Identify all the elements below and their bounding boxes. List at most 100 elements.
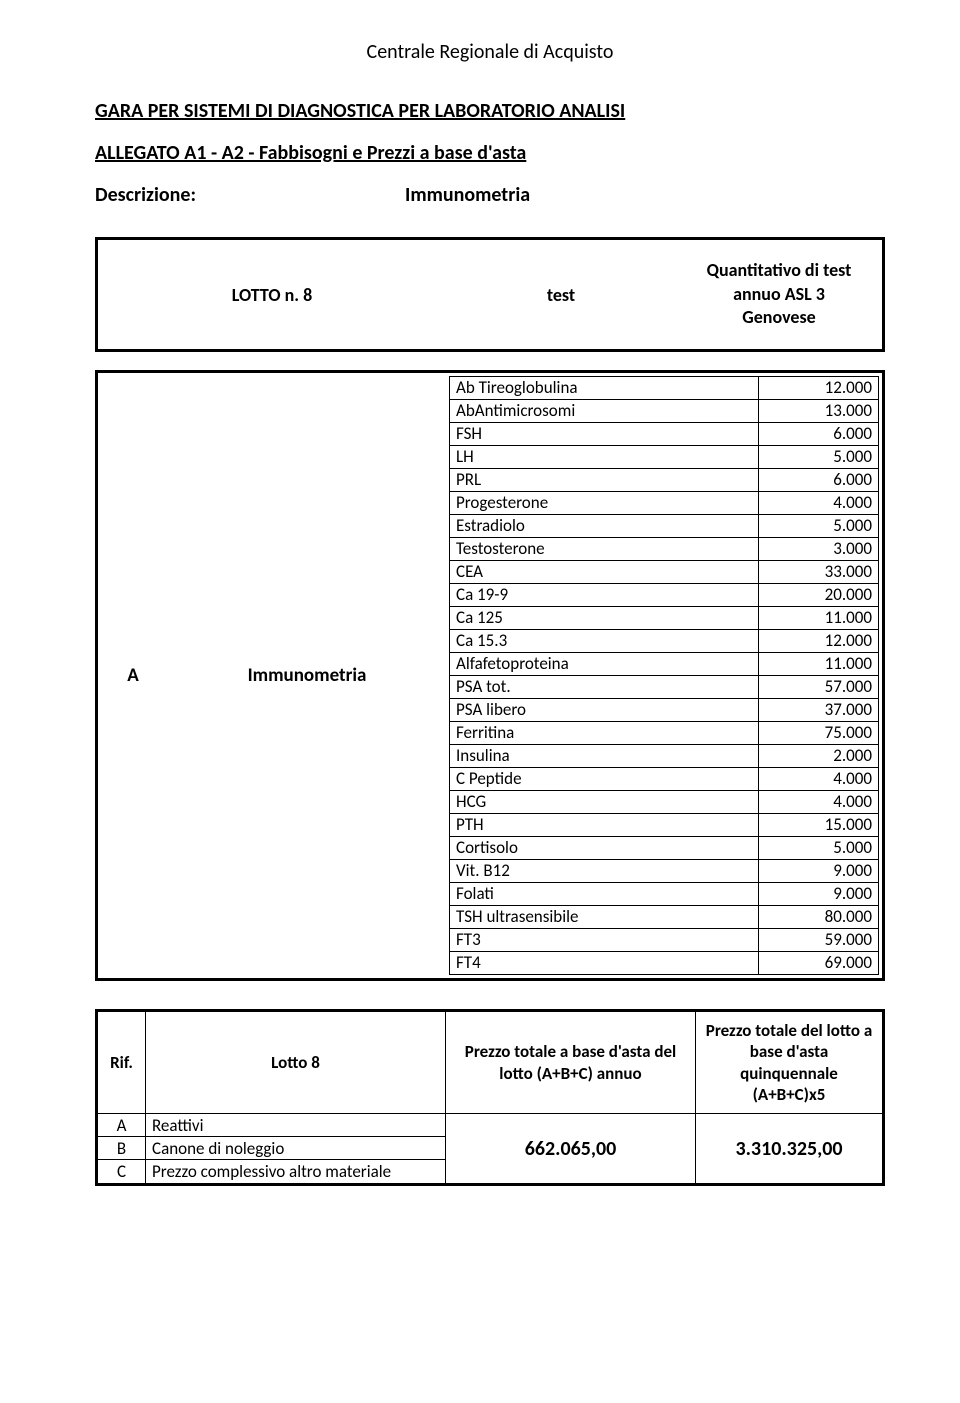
lotto-mid: test — [446, 284, 676, 306]
table-row: FSH6.000 — [450, 423, 879, 446]
description-row: Descrizione: Immunometria — [95, 183, 885, 207]
test-name: HCG — [450, 791, 759, 814]
test-name: Folati — [450, 883, 759, 906]
summary-head-prezzo-quinq: Prezzo totale del lotto a base d'asta qu… — [696, 1012, 882, 1114]
test-name: PRL — [450, 469, 759, 492]
test-value: 15.000 — [759, 814, 879, 837]
description-label: Descrizione: — [95, 183, 405, 207]
table-row: Ferritina75.000 — [450, 722, 879, 745]
table-row: Ab Tireoglobulina12.000 — [450, 377, 879, 400]
summary-head-prezzo-annuo: Prezzo totale a base d'asta del lotto (A… — [446, 1012, 696, 1114]
table-row: Insulina2.000 — [450, 745, 879, 768]
summary-row: CPrezzo complessivo altro materiale — [98, 1160, 446, 1183]
main-data-block: A Immunometria Ab Tireoglobulina12.000Ab… — [95, 370, 885, 981]
summary-head-rif: Rif. — [98, 1012, 146, 1114]
test-value: 3.000 — [759, 538, 879, 561]
lotto-right: Quantitativo di test annuo ASL 3 Genoves… — [676, 259, 882, 329]
test-name: PSA tot. — [450, 676, 759, 699]
table-row: C Peptide4.000 — [450, 768, 879, 791]
table-row: LH5.000 — [450, 446, 879, 469]
main-title: GARA PER SISTEMI DI DIAGNOSTICA PER LABO… — [95, 99, 885, 123]
summary-item-label: Canone di noleggio — [146, 1137, 446, 1160]
summary-item-code: C — [98, 1160, 146, 1183]
table-row: Ca 12511.000 — [450, 607, 879, 630]
data-table: Ab Tireoglobulina12.000AbAntimicrosomi13… — [449, 376, 879, 975]
test-value: 9.000 — [759, 860, 879, 883]
test-name: PSA libero — [450, 699, 759, 722]
test-name: FT4 — [450, 952, 759, 975]
test-name: Ferritina — [450, 722, 759, 745]
test-value: 33.000 — [759, 561, 879, 584]
test-value: 4.000 — [759, 768, 879, 791]
summary-block: Rif. Lotto 8 Prezzo totale a base d'asta… — [95, 1009, 885, 1186]
summary-head-lotto: Lotto 8 — [146, 1012, 446, 1114]
table-row: FT469.000 — [450, 952, 879, 975]
table-row: TSH ultrasensibile80.000 — [450, 906, 879, 929]
table-row: Vit. B129.000 — [450, 860, 879, 883]
test-name: LH — [450, 446, 759, 469]
table-row: FT359.000 — [450, 929, 879, 952]
test-value: 4.000 — [759, 492, 879, 515]
test-value: 80.000 — [759, 906, 879, 929]
lotto-header-box: LOTTO n. 8 test Quantitativo di test ann… — [95, 237, 885, 352]
test-name: FSH — [450, 423, 759, 446]
test-name: AbAntimicrosomi — [450, 400, 759, 423]
test-name: Alfafetoproteina — [450, 653, 759, 676]
table-row: Progesterone4.000 — [450, 492, 879, 515]
test-name: Insulina — [450, 745, 759, 768]
test-value: 4.000 — [759, 791, 879, 814]
test-value: 5.000 — [759, 515, 879, 538]
test-value: 6.000 — [759, 469, 879, 492]
table-row: PTH15.000 — [450, 814, 879, 837]
org-heading: Centrale Regionale di Acquisto — [95, 40, 885, 64]
test-value: 13.000 — [759, 400, 879, 423]
test-name: TSH ultrasensibile — [450, 906, 759, 929]
section-label: Immunometria — [168, 373, 446, 978]
table-row: Estradiolo5.000 — [450, 515, 879, 538]
summary-items: AReattiviBCanone di noleggioCPrezzo comp… — [98, 1114, 446, 1183]
test-value: 69.000 — [759, 952, 879, 975]
summary-row: AReattivi — [98, 1114, 446, 1137]
test-name: Progesterone — [450, 492, 759, 515]
test-name: Cortisolo — [450, 837, 759, 860]
test-name: Vit. B12 — [450, 860, 759, 883]
test-value: 12.000 — [759, 377, 879, 400]
test-name: Ca 19-9 — [450, 584, 759, 607]
lotto-name: LOTTO n. 8 — [98, 284, 446, 306]
test-value: 11.000 — [759, 607, 879, 630]
test-value: 57.000 — [759, 676, 879, 699]
test-name: Ab Tireoglobulina — [450, 377, 759, 400]
test-name: CEA — [450, 561, 759, 584]
test-value: 2.000 — [759, 745, 879, 768]
summary-item-code: B — [98, 1137, 146, 1160]
table-row: PSA tot.57.000 — [450, 676, 879, 699]
test-name: PTH — [450, 814, 759, 837]
test-value: 37.000 — [759, 699, 879, 722]
summary-row: BCanone di noleggio — [98, 1137, 446, 1160]
test-value: 5.000 — [759, 837, 879, 860]
test-value: 12.000 — [759, 630, 879, 653]
summary-item-label: Reattivi — [146, 1114, 446, 1137]
test-value: 59.000 — [759, 929, 879, 952]
test-name: FT3 — [450, 929, 759, 952]
test-value: 6.000 — [759, 423, 879, 446]
test-value: 11.000 — [759, 653, 879, 676]
table-row: Ca 15.312.000 — [450, 630, 879, 653]
test-name: Estradiolo — [450, 515, 759, 538]
test-name: Ca 15.3 — [450, 630, 759, 653]
test-value: 75.000 — [759, 722, 879, 745]
table-row: AbAntimicrosomi13.000 — [450, 400, 879, 423]
test-name: Ca 125 — [450, 607, 759, 630]
test-value: 20.000 — [759, 584, 879, 607]
table-row: Ca 19-920.000 — [450, 584, 879, 607]
summary-value-quinq: 3.310.325,00 — [696, 1114, 882, 1183]
table-row: Folati9.000 — [450, 883, 879, 906]
test-name: Testosterone — [450, 538, 759, 561]
table-row: PRL6.000 — [450, 469, 879, 492]
table-row: PSA libero37.000 — [450, 699, 879, 722]
test-name: C Peptide — [450, 768, 759, 791]
table-row: HCG4.000 — [450, 791, 879, 814]
summary-item-label: Prezzo complessivo altro materiale — [146, 1160, 446, 1183]
summary-value-annuo: 662.065,00 — [446, 1114, 696, 1183]
subtitle: ALLEGATO A1 - A2 - Fabbisogni e Prezzi a… — [95, 141, 885, 165]
